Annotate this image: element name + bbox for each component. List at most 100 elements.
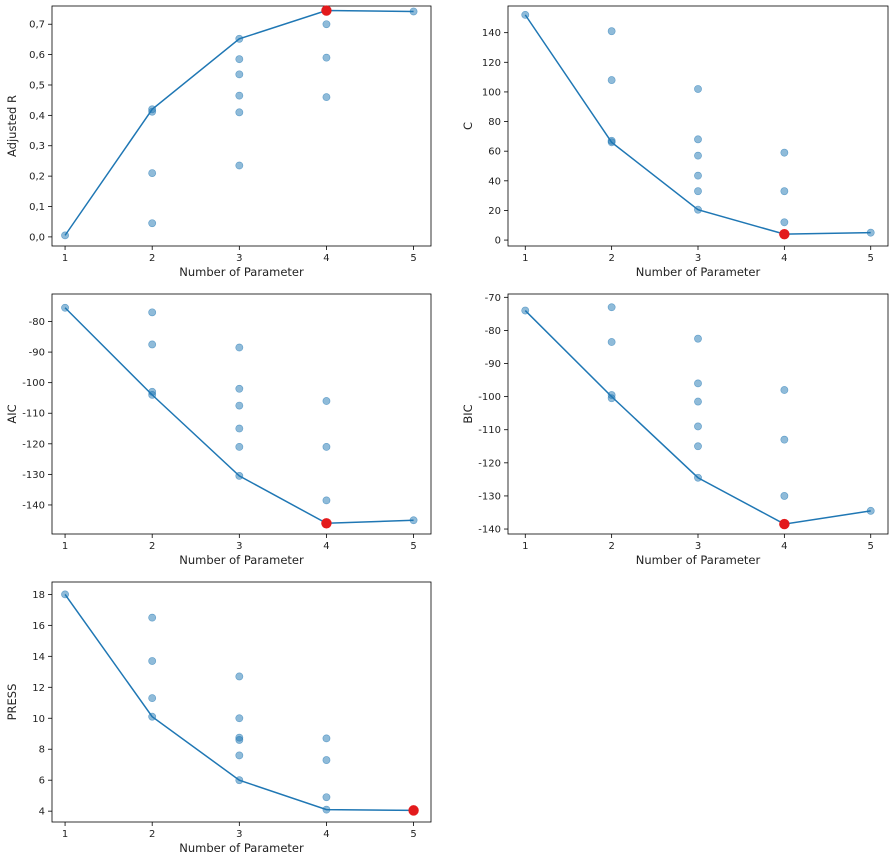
y-tick-label: 0,0 <box>29 232 45 243</box>
y-tick-label: 0,2 <box>29 172 45 183</box>
y-tick-label: -140 <box>478 525 501 536</box>
y-tick-label: 0,3 <box>29 141 45 152</box>
scatter-point <box>322 734 331 743</box>
axes-frame <box>51 581 432 823</box>
y-tick-label: 0,6 <box>29 50 45 61</box>
y-tick-label: 0,5 <box>29 80 45 91</box>
x-tick-label: 4 <box>781 253 787 264</box>
y-tick-label: 20 <box>488 206 501 217</box>
scatter-point <box>148 219 157 228</box>
y-tick-label: 4 <box>39 807 45 818</box>
x-tick-label: 1 <box>62 829 68 840</box>
scatter-point <box>694 397 702 406</box>
x-tick-label: 5 <box>410 541 416 552</box>
scatter-point <box>235 384 244 393</box>
x-tick-label: 4 <box>781 541 787 552</box>
y-axis-label: PRESS <box>5 684 19 721</box>
x-tick-label: 5 <box>410 253 416 264</box>
best-point-marker <box>321 518 332 529</box>
x-tick-label: 3 <box>695 541 701 552</box>
scatter-point <box>235 91 244 100</box>
y-tick-label: 10 <box>32 714 45 725</box>
subplot-bic: 1 2 3 4 5 -140 -130 -120 -110 -100 -90 -80 -70 Number… <box>461 293 889 567</box>
y-tick-label: 18 <box>32 590 45 601</box>
best-point-marker <box>408 805 419 816</box>
y-tick-label: -110 <box>22 409 45 420</box>
y-tick-label: 6 <box>39 776 45 787</box>
x-tick-label: 5 <box>868 253 874 264</box>
y-tick-label: 8 <box>39 745 45 756</box>
x-tick-label: 3 <box>236 541 242 552</box>
x-tick-label: 2 <box>608 253 614 264</box>
y-tick-label: 0,4 <box>29 111 45 122</box>
x-axis-label: Number of Parameter <box>179 265 304 279</box>
x-tick-label: 3 <box>695 253 701 264</box>
scatter-point <box>235 442 244 451</box>
scatter-point <box>780 386 789 394</box>
best-model-line <box>64 307 414 525</box>
scatter-point <box>235 714 244 723</box>
scatter-point <box>235 401 244 410</box>
y-tick-label: 80 <box>488 117 501 128</box>
scatter-point <box>607 303 616 312</box>
scatter-point <box>235 161 244 170</box>
y-tick-label: 60 <box>488 147 501 158</box>
scatter-point <box>322 397 331 405</box>
best-model-line <box>524 310 871 525</box>
y-tick-label: -80 <box>485 326 501 337</box>
axes-frame <box>51 5 432 247</box>
scatter-point <box>235 672 244 681</box>
x-tick-label: 2 <box>608 541 614 552</box>
scatter-point <box>607 338 616 346</box>
y-tick-label: -120 <box>22 439 45 450</box>
scatter-point <box>780 187 789 196</box>
best-point-marker <box>779 228 790 240</box>
y-tick-label: -100 <box>478 392 501 403</box>
scatter-point <box>322 756 331 764</box>
y-tick-label: 100 <box>482 87 501 98</box>
scatter-point <box>780 148 789 157</box>
x-tick-label: 3 <box>236 829 242 840</box>
y-axis-label: Adjusted R <box>5 95 19 157</box>
y-tick-label: 140 <box>482 28 501 39</box>
scatter-point <box>694 151 702 160</box>
scatter-point <box>322 53 331 62</box>
y-axis-label: AIC <box>5 404 19 423</box>
axes-frame <box>51 293 432 535</box>
best-model-line <box>64 9 414 236</box>
x-tick-label: 2 <box>149 541 155 552</box>
scatter-point <box>694 379 702 388</box>
scatter-point <box>235 343 244 352</box>
subplot-adjusted-r: 1 2 3 4 5 0,0 0,1 0,2 0,3 0,4 0,5 0,6 0,7 Number of P… <box>5 5 432 279</box>
x-tick-label: 5 <box>868 541 874 552</box>
y-tick-label: -130 <box>22 470 45 481</box>
scatter-point <box>148 657 157 665</box>
y-tick-label: 0,1 <box>29 202 45 213</box>
x-tick-label: 5 <box>410 829 416 840</box>
scatter-point <box>148 613 157 622</box>
y-tick-label: 0 <box>495 236 501 247</box>
scatter-point <box>148 340 157 349</box>
y-tick-label: -110 <box>478 425 501 436</box>
x-tick-label: 4 <box>323 541 329 552</box>
x-tick-label: 1 <box>522 253 528 264</box>
y-tick-label: -90 <box>29 348 45 359</box>
y-tick-label: -140 <box>22 500 45 511</box>
y-tick-label: 120 <box>482 58 501 69</box>
scatter-point <box>235 55 244 64</box>
scatter-point <box>235 70 244 79</box>
y-tick-label: 0,7 <box>29 20 45 31</box>
scatter-point <box>694 85 702 93</box>
subplot-aic: 1 2 3 4 5 -140 -130 -120 -110 -100 -90 -80 Number of… <box>5 293 432 567</box>
y-tick-label: -130 <box>478 491 501 502</box>
y-tick-label: 12 <box>32 683 45 694</box>
scatter-point <box>607 394 616 403</box>
x-tick-label: 3 <box>236 253 242 264</box>
best-model-line <box>64 593 414 812</box>
scatter-point <box>235 108 244 117</box>
scatter-point <box>694 135 702 144</box>
y-tick-label: -120 <box>478 458 501 469</box>
